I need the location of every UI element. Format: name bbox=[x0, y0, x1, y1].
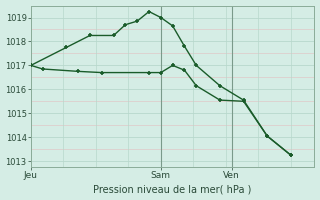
X-axis label: Pression niveau de la mer( hPa ): Pression niveau de la mer( hPa ) bbox=[93, 184, 252, 194]
